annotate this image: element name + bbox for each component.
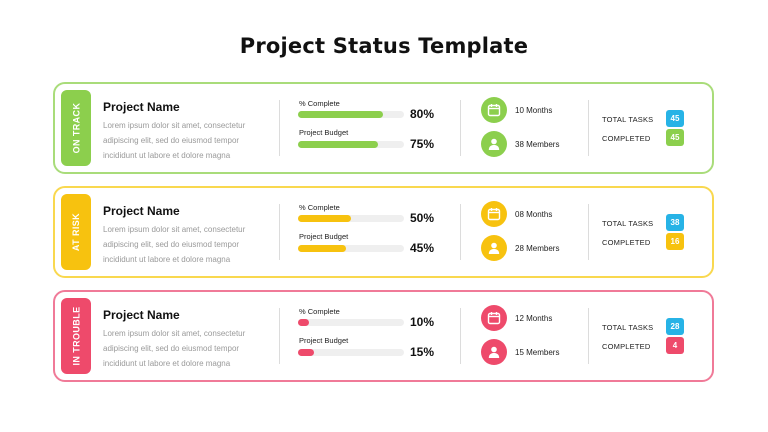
status-label: ON TRACK — [71, 102, 82, 154]
user-icon — [481, 235, 507, 261]
complete-progress-fill — [298, 319, 309, 326]
complete-progress-fill — [298, 111, 383, 118]
completed-label: COMPLETED — [602, 342, 651, 351]
members-text: 15 Members — [515, 348, 560, 357]
completed-badge: 4 — [666, 337, 684, 354]
user-icon — [481, 131, 507, 157]
project-card-in-trouble: IN TROUBLE Project Name Lorem ipsum dolo… — [53, 290, 714, 382]
total-tasks-label: TOTAL TASKS — [602, 323, 654, 332]
user-icon — [481, 339, 507, 365]
budget-value: 15% — [410, 345, 435, 359]
project-name: Project Name — [103, 204, 180, 218]
complete-label: % Complete — [299, 307, 340, 316]
total-tasks-label: TOTAL TASKS — [602, 219, 654, 228]
complete-value: 50% — [410, 211, 435, 225]
budget-progress-bar — [298, 141, 404, 148]
total-tasks-badge: 28 — [666, 318, 684, 335]
duration-text: 12 Months — [515, 314, 553, 323]
budget-progress-bar — [298, 245, 404, 252]
project-name: Project Name — [103, 100, 180, 114]
project-name: Project Name — [103, 308, 180, 322]
complete-progress-bar — [298, 215, 404, 222]
complete-progress-fill — [298, 215, 351, 222]
budget-progress-fill — [298, 141, 378, 148]
members-text: 28 Members — [515, 244, 560, 253]
duration-text: 10 Months — [515, 106, 553, 115]
budget-progress-bar — [298, 349, 404, 356]
budget-value: 45% — [410, 241, 435, 255]
project-description: Lorem ipsum dolor sit amet, consectetur … — [103, 225, 246, 264]
calendar-icon — [481, 97, 507, 123]
status-label: IN TROUBLE — [71, 306, 81, 366]
complete-progress-bar — [298, 319, 404, 326]
project-description: Lorem ipsum dolor sit amet, consectetur … — [103, 329, 246, 368]
budget-progress-fill — [298, 349, 314, 356]
total-tasks-badge: 45 — [666, 110, 684, 127]
divider — [460, 308, 461, 364]
completed-badge: 16 — [666, 233, 684, 250]
completed-label: COMPLETED — [602, 238, 651, 247]
divider — [460, 204, 461, 260]
completed-badge: 45 — [666, 129, 684, 146]
complete-progress-bar — [298, 111, 404, 118]
members-text: 38 Members — [515, 140, 560, 149]
status-pill: ON TRACK — [61, 90, 91, 166]
budget-label: Project Budget — [299, 336, 349, 345]
budget-progress-fill — [298, 245, 346, 252]
total-tasks-badge: 38 — [666, 214, 684, 231]
budget-label: Project Budget — [299, 232, 349, 241]
completed-label: COMPLETED — [602, 134, 651, 143]
divider — [279, 204, 280, 260]
divider — [588, 100, 589, 156]
status-label: AT RISK — [71, 212, 82, 252]
duration-text: 08 Months — [515, 210, 553, 219]
calendar-icon — [481, 201, 507, 227]
divider — [279, 100, 280, 156]
project-card-on-track: ON TRACK Project Name Lorem ipsum dolor … — [53, 82, 714, 174]
status-pill: AT RISK — [61, 194, 91, 270]
complete-value: 10% — [410, 315, 435, 329]
complete-label: % Complete — [299, 203, 340, 212]
project-card-at-risk: AT RISK Project Name Lorem ipsum dolor s… — [53, 186, 714, 278]
complete-label: % Complete — [299, 99, 340, 108]
budget-label: Project Budget — [299, 128, 349, 137]
project-description: Lorem ipsum dolor sit amet, consectetur … — [103, 121, 246, 160]
divider — [279, 308, 280, 364]
divider — [588, 308, 589, 364]
budget-value: 75% — [410, 137, 435, 151]
status-pill: IN TROUBLE — [61, 298, 91, 374]
complete-value: 80% — [410, 107, 435, 121]
divider — [588, 204, 589, 260]
total-tasks-label: TOTAL TASKS — [602, 115, 654, 124]
page-title: Project Status Template — [239, 34, 529, 58]
divider — [460, 100, 461, 156]
calendar-icon — [481, 305, 507, 331]
